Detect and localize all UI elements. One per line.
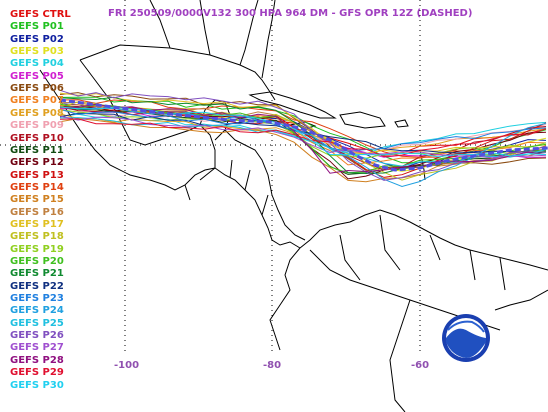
legend-item: GEFS P14: [10, 181, 64, 193]
florida-east-coast: [261, 0, 276, 79]
legend-item: GEFS P28: [10, 354, 64, 366]
legend-item: GEFS P06: [10, 83, 64, 95]
central-america-borders: [184, 159, 269, 216]
south-america-west-coast: [269, 247, 301, 351]
legend-item: GEFS P24: [10, 305, 64, 317]
member-contour: [59, 109, 547, 159]
legend-item: GEFS P19: [10, 243, 64, 255]
ensemble-contours: [59, 89, 547, 188]
coastlines: [39, 0, 548, 412]
longitude-label-60: -60: [411, 360, 430, 371]
south-america-north-coast: [299, 209, 548, 271]
member-contour: [59, 108, 547, 152]
member-contour: [59, 89, 547, 181]
legend-item: GEFS CTRL: [10, 9, 71, 20]
south-america-inner-borders: [339, 214, 506, 291]
graticule: [0, 0, 548, 355]
legend-item: GEFS P18: [10, 231, 64, 243]
noaa-logo: [442, 314, 490, 362]
south-america-interior: [389, 299, 411, 412]
legend-item: GEFS P02: [10, 33, 64, 45]
gfs-operational-contour: [59, 98, 548, 172]
member-contour: [59, 118, 547, 158]
hispaniola: [339, 111, 386, 129]
us-state-line: [239, 0, 259, 66]
mexico-gulf-coast: [79, 59, 216, 168]
legend-item: GEFS P25: [10, 317, 64, 329]
central-america-caribbean: [224, 129, 306, 241]
us-state-line-3: [149, 0, 171, 49]
legend-item: GEFS P27: [10, 342, 64, 354]
member-contour: [59, 103, 547, 174]
legend-item: GEFS P09: [10, 120, 64, 132]
longitude-label-80: -80: [263, 360, 282, 371]
longitude-label-100: -100: [114, 360, 140, 371]
legend-item: GEFS P10: [10, 132, 64, 144]
chart-title: FRI 250509/0000V132 300 HPA 964 DM - GFS…: [108, 8, 473, 19]
legend-item: GEFS P05: [10, 70, 64, 82]
legend-item: GEFS P12: [10, 157, 64, 169]
us-state-line-2: [199, 0, 211, 56]
legend-item: GEFS P07: [10, 95, 64, 107]
us-gulf-coast: [79, 44, 276, 101]
central-america-pacific: [214, 167, 301, 249]
legend-item: GEFS P03: [10, 46, 64, 58]
legend-item: GEFS P04: [10, 58, 64, 70]
legend-item: GEFS P29: [10, 367, 64, 379]
puerto-rico: [394, 119, 409, 128]
legend-item: GEFS P13: [10, 169, 64, 181]
cuba: [248, 91, 337, 119]
mexico-pacific-coast: [39, 69, 216, 191]
legend-item: GEFS P16: [10, 206, 64, 218]
legend-item: GEFS P22: [10, 280, 64, 292]
legend-item: GEFS P20: [10, 256, 64, 267]
legend-item: GEFS P01: [10, 21, 64, 33]
legend-item: GEFS P30: [10, 379, 64, 391]
member-contour: [59, 92, 547, 171]
legend-item: GEFS P08: [10, 107, 64, 119]
legend-item: GEFS P11: [10, 144, 64, 156]
legend-item: GEFS P23: [10, 293, 64, 305]
legend-item: GEFS P17: [10, 218, 64, 230]
legend-item: GEFS P26: [10, 330, 64, 342]
brazil-border: [494, 289, 548, 311]
legend-item: GEFS P15: [10, 194, 64, 206]
member-contour: [59, 117, 547, 167]
legend-item: GEFS P21: [10, 268, 64, 280]
